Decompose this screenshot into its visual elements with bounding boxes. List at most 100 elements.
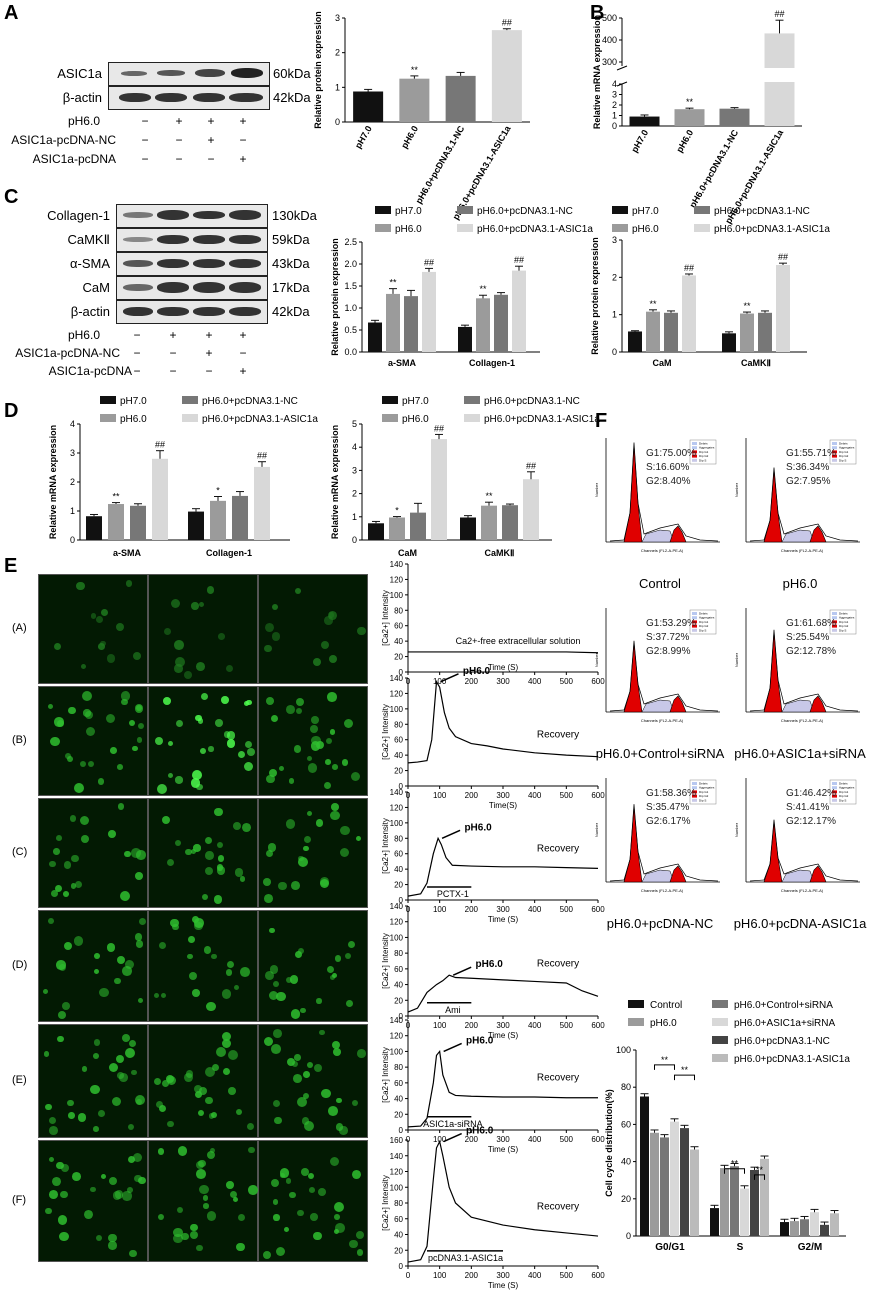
cell-dot	[196, 662, 206, 672]
bar	[722, 333, 736, 352]
cell-dot	[339, 1126, 348, 1135]
y-tick-label: 80	[394, 1063, 403, 1072]
cell-dot	[60, 1190, 68, 1199]
y-axis-label: Relative mRNA expression	[592, 15, 602, 129]
y-tick-label: 400	[602, 35, 617, 45]
cell-dot	[306, 756, 312, 762]
significance-label: **	[649, 299, 657, 309]
sign: −	[133, 364, 141, 378]
significance-label: **	[756, 1165, 764, 1175]
cell-dot	[120, 691, 131, 701]
cell-dot	[64, 753, 71, 759]
x-tick-label: 600	[591, 1271, 605, 1280]
treatment-bar-label: ASIC1a-siRNA	[423, 1119, 483, 1129]
sign: −	[207, 152, 215, 166]
bar	[210, 500, 226, 540]
cell-dot	[310, 1213, 318, 1221]
cell-dot	[205, 1096, 214, 1105]
significance-bracket	[724, 1168, 745, 1174]
cell-dot	[208, 746, 214, 752]
cell-dot	[265, 623, 275, 633]
y-tick-label: 4	[352, 442, 357, 452]
cell-dot	[94, 969, 100, 975]
cell-dot	[136, 705, 143, 712]
histogram-outline	[609, 640, 719, 712]
phase-percentage: S:35.47%	[646, 802, 689, 813]
bar	[404, 296, 418, 352]
blot-strip	[116, 252, 268, 276]
cell-dot	[45, 1207, 52, 1215]
cell-dot	[198, 1109, 205, 1116]
legend-swatch	[692, 442, 697, 445]
y-tick-label: 100	[390, 1047, 404, 1056]
legend-swatch	[375, 206, 391, 214]
significance-bracket	[754, 1174, 765, 1180]
cell-dot	[195, 1169, 206, 1179]
cell-dot	[52, 1176, 62, 1186]
cell-dot	[108, 1233, 117, 1243]
cell-dot	[127, 1187, 134, 1194]
cell-dot	[355, 836, 362, 842]
cell-dot	[326, 965, 334, 973]
cell-dot	[110, 747, 117, 754]
significance-label: ##	[526, 461, 536, 471]
sign: +	[205, 328, 213, 342]
x-axis-label: Time (S)	[488, 663, 519, 672]
legend-label: Dip G1	[839, 450, 849, 454]
cell-dot	[101, 1173, 107, 1180]
cell-dot	[173, 639, 184, 650]
legend-label: Aggregates	[699, 786, 715, 790]
trace-line	[407, 679, 599, 764]
cell-dot	[236, 1242, 245, 1252]
x-tick-label: pH6.0+pcDNA3.1-NC	[687, 128, 740, 210]
legend-swatch	[712, 1054, 728, 1062]
legend-swatch	[832, 798, 837, 802]
x-tick-label: 0	[406, 1271, 411, 1280]
cell-dot	[226, 731, 236, 740]
cell-dot	[175, 840, 181, 847]
marker-label: pH6.0	[466, 1126, 494, 1137]
cell-dot	[85, 710, 94, 719]
legend-swatch	[628, 1018, 644, 1026]
y-axis-label: Relative mRNA expression	[330, 425, 340, 539]
x-axis-label: Channels (FL2-A-PE-A)	[641, 718, 684, 723]
legend-label: Dip G1	[699, 790, 709, 794]
legend-label: Debris	[839, 612, 848, 616]
legend-label: pH6.0	[650, 1018, 677, 1029]
cell-dot	[321, 1088, 331, 1098]
y-tick-label: 20	[394, 1110, 403, 1119]
significance-label: **	[681, 1065, 689, 1075]
legend-swatch	[692, 616, 697, 620]
cell-cycle-histogram: Debris Aggregates Dip G1 Dip G2 Dip S Number C…	[590, 770, 730, 931]
x-tick-label: pH7.0	[629, 128, 650, 154]
phase-percentage: S:16.60%	[646, 462, 689, 473]
cell-dot	[81, 835, 90, 843]
x-axis-label: Time (S)	[488, 1281, 519, 1290]
y-tick-label: 80	[394, 949, 403, 958]
legend-label: Aggregates	[839, 446, 855, 450]
cell-dot	[90, 612, 97, 619]
cell-dot	[86, 726, 96, 736]
x-tick-label: Collagen-1	[206, 548, 252, 558]
treatment-label: ASIC1a-pcDNA-NC	[11, 133, 116, 147]
bar	[460, 517, 476, 540]
g2-peak	[669, 695, 687, 713]
significance-label: **	[112, 492, 120, 502]
bar	[719, 108, 750, 126]
cell-dot	[136, 850, 146, 860]
protein-label: CaMKⅡ	[67, 232, 110, 247]
cell-dot	[114, 1190, 124, 1199]
cell-dot	[269, 990, 279, 1000]
g2-peak	[809, 525, 827, 543]
cell-dot	[226, 1181, 234, 1189]
y-tick-label: 40	[394, 1095, 403, 1104]
cell-dot	[80, 760, 87, 768]
legend-label: Dip G2	[699, 624, 709, 628]
cell-dot	[222, 1068, 231, 1076]
cell-dot	[70, 882, 77, 889]
phase-percentage: S:36.34%	[786, 462, 829, 473]
bar	[640, 1096, 649, 1236]
legend-swatch	[712, 1000, 728, 1008]
cell-dot	[225, 665, 234, 673]
blot-strip-asic1a	[108, 62, 270, 86]
